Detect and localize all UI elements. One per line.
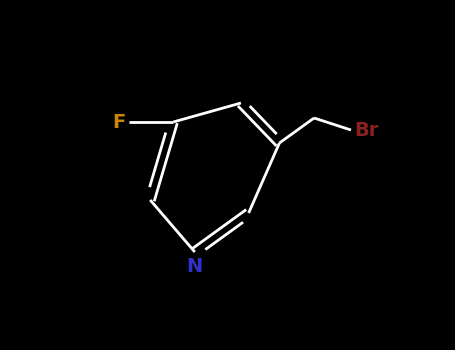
Text: N: N: [187, 257, 203, 276]
Text: Br: Br: [354, 120, 379, 140]
Text: F: F: [113, 112, 126, 132]
